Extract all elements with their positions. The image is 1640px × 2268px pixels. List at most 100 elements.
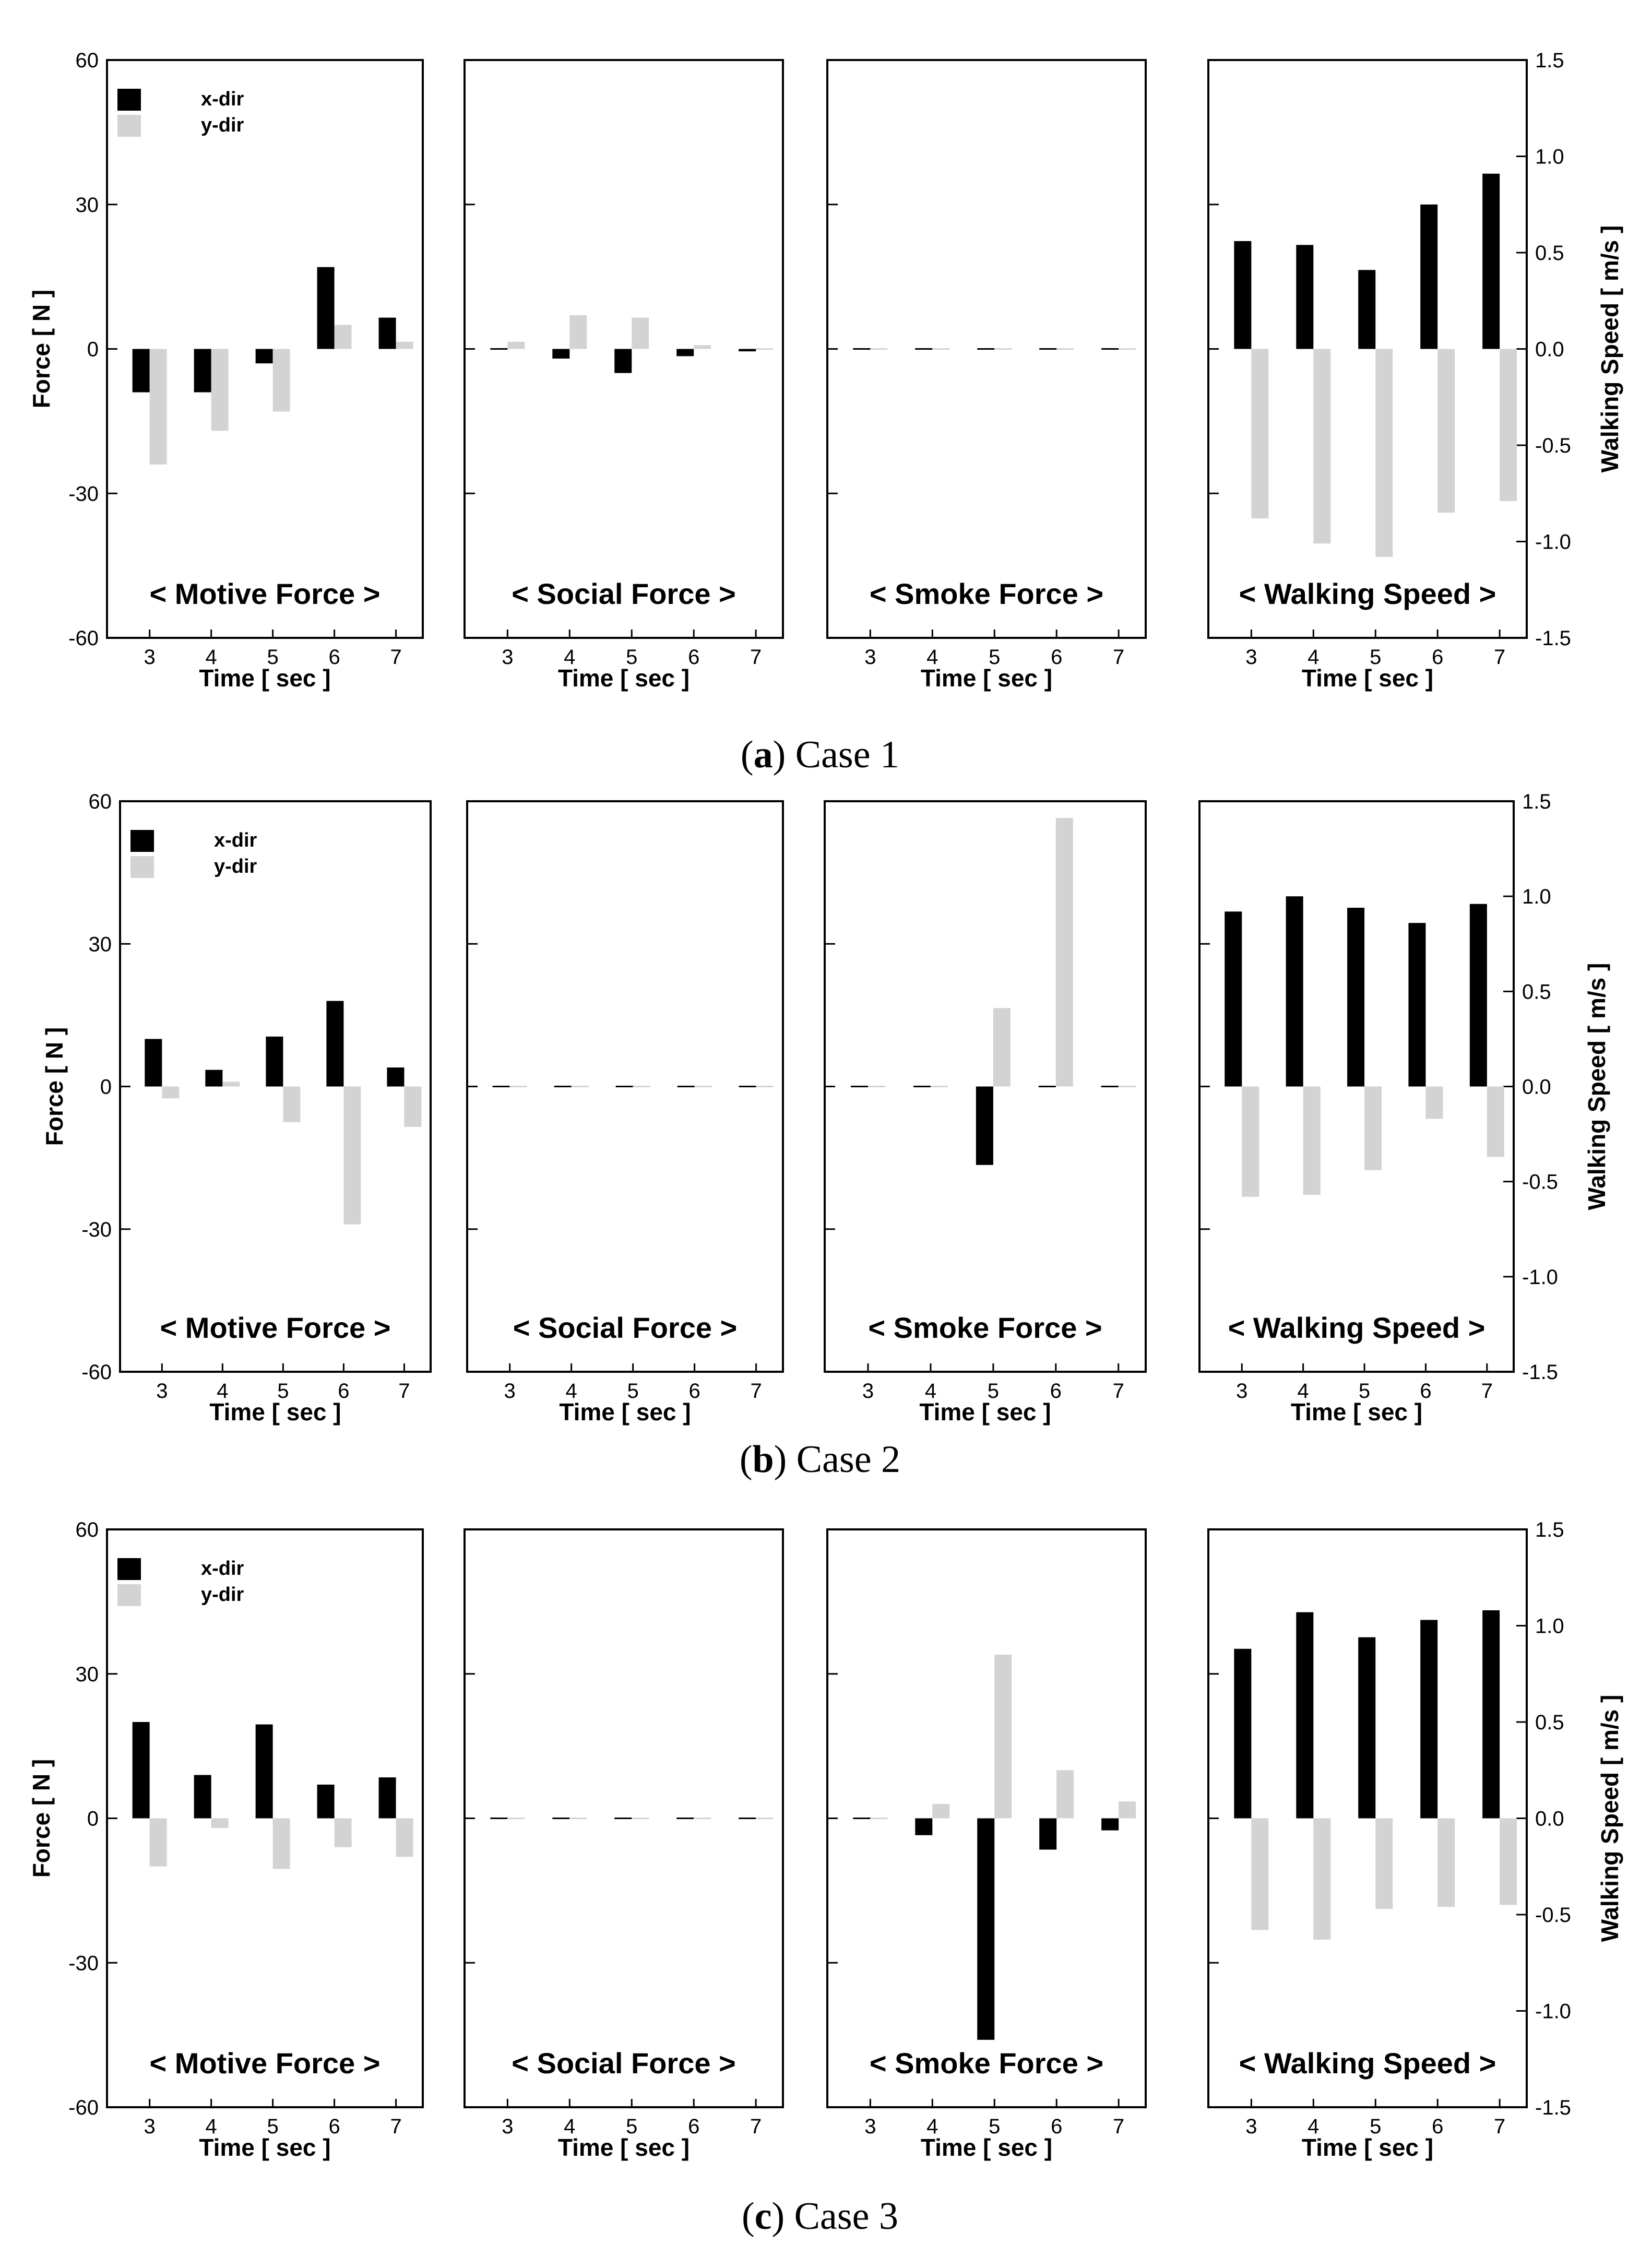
y2-tick-label: 0.5	[1535, 1711, 1564, 1734]
figure-caption: (a) Case 1	[741, 733, 899, 776]
x-tick-label: 3	[502, 646, 513, 669]
x-tick-label: 3	[1236, 1380, 1247, 1403]
x-tick-label: 7	[1481, 1380, 1493, 1403]
panel-title: < Social Force >	[512, 2047, 736, 2080]
bar-x-dir-t5	[977, 1818, 995, 2040]
x-tick-label: 5	[988, 1380, 999, 1403]
x-tick-label: 5	[626, 2115, 637, 2138]
x-axis-label: Time [ sec ]	[558, 664, 690, 692]
bar-y-dir-t4	[569, 1818, 587, 1819]
bar-x-dir-t6	[317, 1784, 335, 1819]
x-tick-label: 3	[156, 1380, 168, 1403]
y-axis-label: Force [ N ]	[41, 1027, 68, 1146]
x-tick-label: 5	[267, 646, 279, 669]
figure-caption: (b) Case 2	[740, 1438, 900, 1481]
bar-x-dir-t4	[552, 349, 570, 359]
y2-tick-label: -1.0	[1535, 2000, 1571, 2023]
bar-y-dir-t5	[632, 317, 649, 349]
bar-x-dir-t3	[490, 1818, 508, 1819]
y2-tick-label: -1.0	[1535, 531, 1571, 554]
x-tick-label: 4	[1308, 2115, 1319, 2138]
bar-y-dir-t7	[396, 341, 413, 349]
bar-y-dir-t5	[994, 348, 1012, 350]
bar-x-dir-t4	[913, 1086, 931, 1087]
bar-y-dir-t7	[1118, 1086, 1136, 1087]
x-axis-label: Time [ sec ]	[921, 664, 1052, 692]
x-tick-label: 5	[1370, 646, 1381, 669]
bar-y-dir-t7	[1487, 1086, 1504, 1157]
bar-x-dir-t7	[1482, 1610, 1500, 1819]
y2-tick-label: -0.5	[1535, 1904, 1571, 1927]
x-tick-label: 4	[206, 646, 217, 669]
bar-y-dir-t4	[1313, 349, 1331, 544]
x-axis-label: Time [ sec ]	[558, 2134, 690, 2161]
bar-x-dir-t3	[1225, 911, 1242, 1087]
bar-y-dir-t3	[1251, 1818, 1269, 1930]
bar-x-dir-t4	[1296, 245, 1314, 349]
x-tick-label: 7	[750, 1380, 762, 1403]
bar-y-dir-t5	[994, 1654, 1012, 1819]
panel-title: < Motive Force >	[150, 577, 381, 610]
bar-y-dir-t4	[569, 315, 587, 349]
x-tick-label: 7	[390, 646, 401, 669]
x-tick-label: 6	[1420, 1380, 1431, 1403]
panel-3-case-b: 3 4 5 6 7 Time [ sec ] < Smoke Force >	[824, 800, 1147, 1426]
y2-tick-label: 1.5	[1535, 49, 1564, 72]
x-tick-label: 5	[277, 1380, 289, 1403]
x-tick-label: 5	[627, 1380, 639, 1403]
caption-letter: a	[754, 733, 773, 776]
bar-y-dir-t3	[149, 1818, 167, 1867]
bar-x-dir-t3	[853, 348, 871, 350]
y-tick-label: -30	[68, 1952, 99, 1975]
x-tick-label: 4	[217, 1380, 228, 1403]
bar-x-dir-t5	[614, 349, 632, 373]
y2-tick-label: 0.5	[1535, 242, 1564, 265]
bar-y-dir-t4	[571, 1086, 589, 1087]
x-tick-label: 6	[338, 1380, 349, 1403]
y2-tick-label: 0.0	[1535, 1808, 1564, 1831]
panel-4-case-a: 1.5 1.0 0.5 0.0 -0.5 -1.0 -1.5 Walking Speed [ …	[1207, 49, 1623, 692]
x-tick-label: 5	[267, 2115, 279, 2138]
y-axis-label: Force [ N ]	[28, 1759, 55, 1878]
legend-swatch-x-dir	[117, 1558, 141, 1580]
y-tick-label: -30	[81, 1218, 112, 1241]
x-tick-label: 6	[1051, 646, 1062, 669]
bar-y-dir-t3	[1242, 1086, 1259, 1197]
bar-y-dir-t6	[694, 345, 711, 349]
legend-label-x-dir: x-dir	[214, 829, 257, 851]
x-tick-label: 6	[328, 646, 340, 669]
y2-tick-label: 0.0	[1522, 1076, 1551, 1099]
x-axis-label: Time [ sec ]	[559, 1398, 691, 1426]
bar-y-dir-t4	[930, 1086, 948, 1087]
x-tick-label: 4	[1308, 646, 1319, 669]
bar-x-dir-t4	[1286, 896, 1303, 1087]
bar-y-dir-t5	[1375, 349, 1393, 557]
panel-title: < Walking Speed >	[1239, 2047, 1496, 2080]
x-axis-label: Time [ sec ]	[209, 1398, 341, 1426]
bar-x-dir-t7	[378, 1777, 396, 1819]
y-tick-label: 60	[89, 790, 112, 813]
panel-title: < Motive Force >	[160, 1311, 391, 1344]
bar-x-dir-t6	[677, 1086, 695, 1087]
bar-x-dir-t5	[615, 1086, 633, 1087]
panel-4-case-c: 1.5 1.0 0.5 0.0 -0.5 -1.0 -1.5 Walking Speed [ …	[1207, 1518, 1623, 2161]
x-tick-label: 7	[1113, 2115, 1124, 2138]
x-tick-label: 7	[1494, 2115, 1505, 2138]
bar-y-dir-t5	[632, 1818, 649, 1819]
bar-y-dir-t5	[283, 1086, 301, 1122]
bar-y-dir-t5	[272, 349, 290, 412]
bar-x-dir-t7	[739, 1818, 756, 1819]
panel-2-case-a: 3 4 5 6 7 Time [ sec ] < Social Force >	[464, 59, 784, 692]
legend-swatch-y-dir	[117, 115, 141, 137]
bar-y-dir-t7	[1119, 1801, 1136, 1819]
caption-text: ) Case 2	[774, 1438, 901, 1481]
x-tick-label: 6	[1051, 2115, 1062, 2138]
bar-y-dir-t5	[1375, 1818, 1393, 1909]
panel-3-case-c: 3 4 5 6 7 Time [ sec ] < Smoke Force >	[826, 1528, 1147, 2161]
x-axis-label: Time [ sec ]	[1291, 1398, 1422, 1426]
x-tick-label: 6	[688, 1380, 700, 1403]
bar-x-dir-t7	[1101, 1818, 1119, 1831]
bar-y-dir-t6	[1056, 1770, 1074, 1819]
y2-tick-label: -1.5	[1522, 1361, 1558, 1384]
